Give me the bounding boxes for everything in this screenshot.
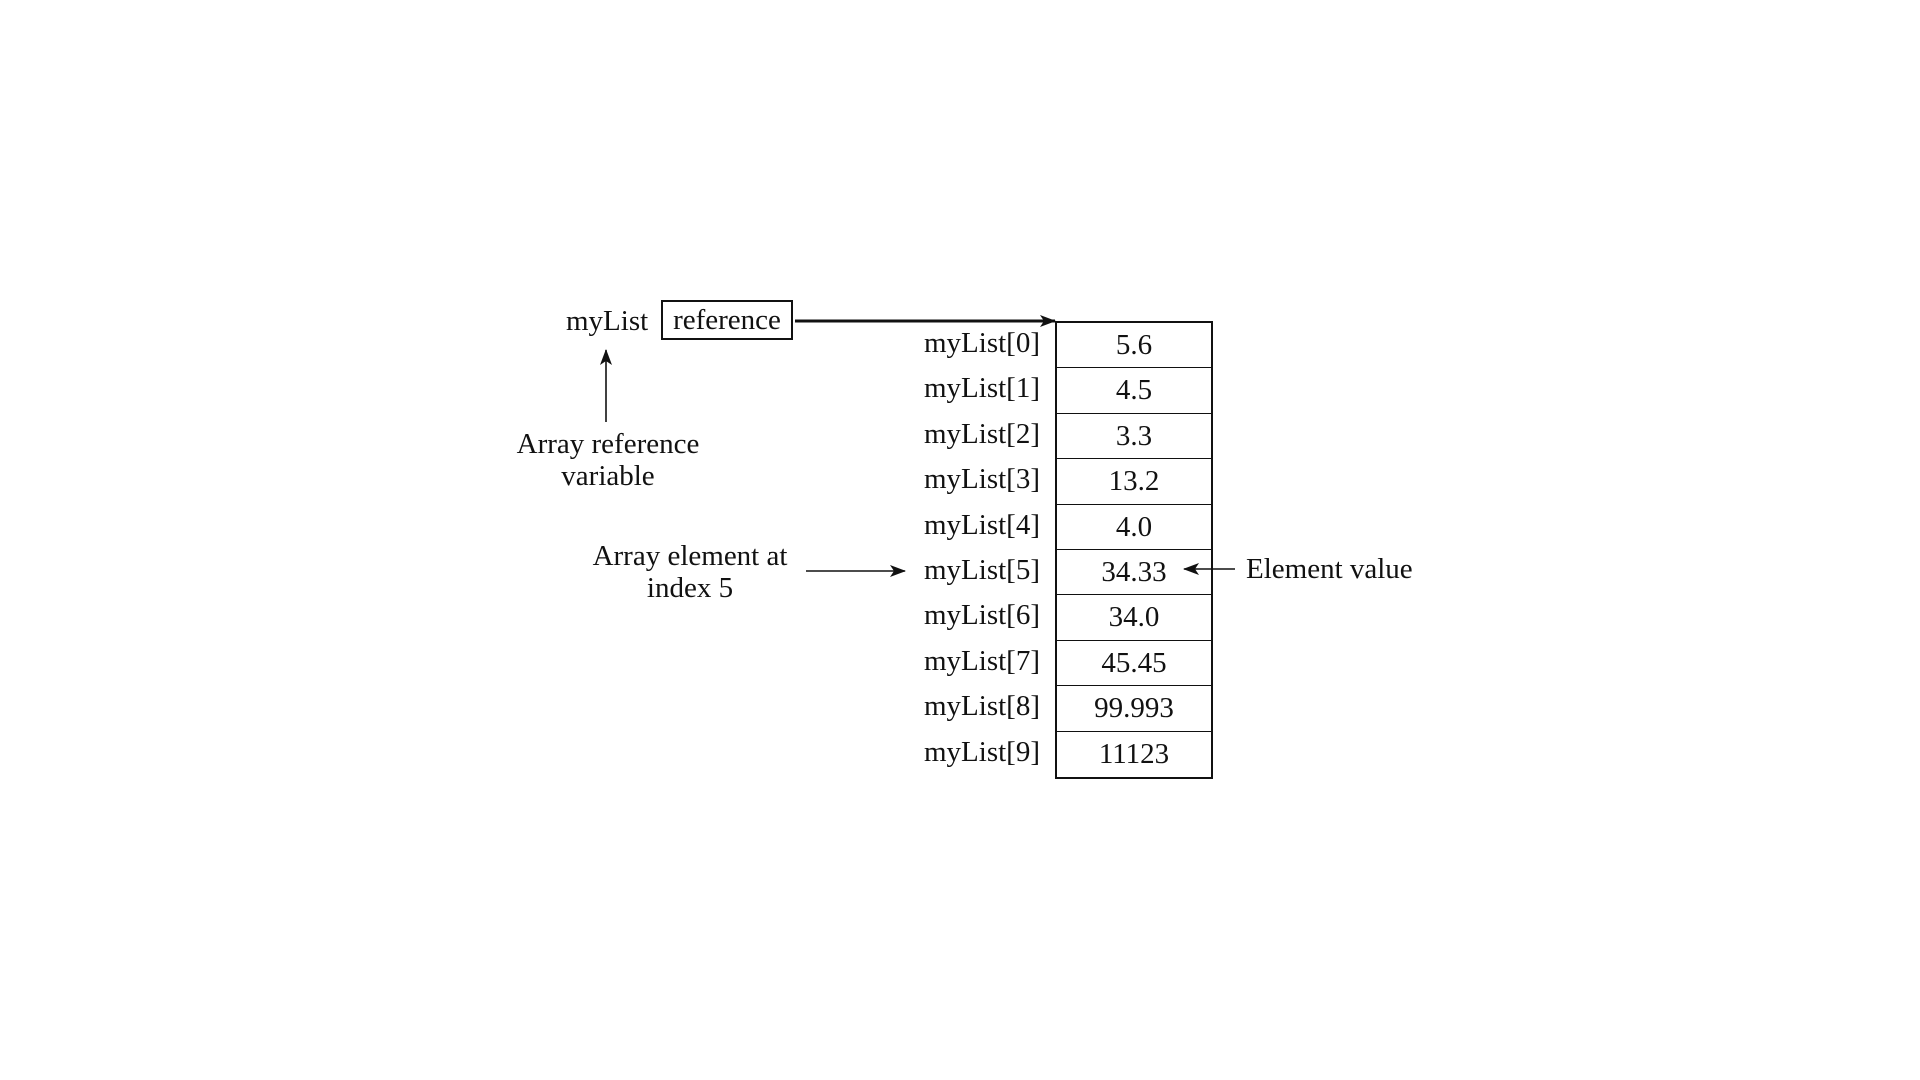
index-label: myList[4] <box>924 508 1040 541</box>
index-labels: myList[0] myList[1] myList[2] myList[3] … <box>900 321 1040 775</box>
index-label: myList[3] <box>924 463 1040 496</box>
array-cell: 34.0 <box>1057 595 1211 641</box>
element-value-caption: Element value <box>1246 553 1413 585</box>
index-label: myList[7] <box>924 644 1040 677</box>
caption-line: Array reference <box>516 428 700 460</box>
index-label: myList[0] <box>924 327 1040 359</box>
array-cell: 11123 <box>1098 737 1170 770</box>
array-cell: 3.3 <box>1057 414 1211 460</box>
index-label: myList[5] <box>924 553 1040 586</box>
array-cell: 4.0 <box>1057 505 1211 550</box>
caption-line: variable <box>561 460 655 492</box>
array-cell: 99.993 <box>1057 686 1211 732</box>
index-label: myList[9] <box>924 735 1040 768</box>
array-cell: 4.5 <box>1057 368 1211 414</box>
array-cell: 34.33 <box>1057 550 1211 596</box>
array-cell: 45.45 <box>1057 641 1211 687</box>
variable-name: myList <box>566 305 649 337</box>
reference-variable-caption: Array reference variable <box>488 428 728 492</box>
index-label: myList[2] <box>924 417 1040 450</box>
array-cell: 13.2 <box>1057 459 1211 505</box>
caption-line: Array element at <box>592 540 788 572</box>
caption-line: index 5 <box>646 572 734 604</box>
index-label: myList[8] <box>924 690 1040 723</box>
index-label: myList[1] <box>924 372 1040 405</box>
index-label: myList[6] <box>924 599 1040 632</box>
element-at-index-caption: Array element at index 5 <box>560 540 820 604</box>
array-cells: 5.6 4.5 3.3 13.2 4.0 34.33 34.0 45.45 99… <box>1055 321 1213 779</box>
reference-box: reference <box>661 300 793 340</box>
array-cell: 5.6 <box>1057 323 1211 369</box>
